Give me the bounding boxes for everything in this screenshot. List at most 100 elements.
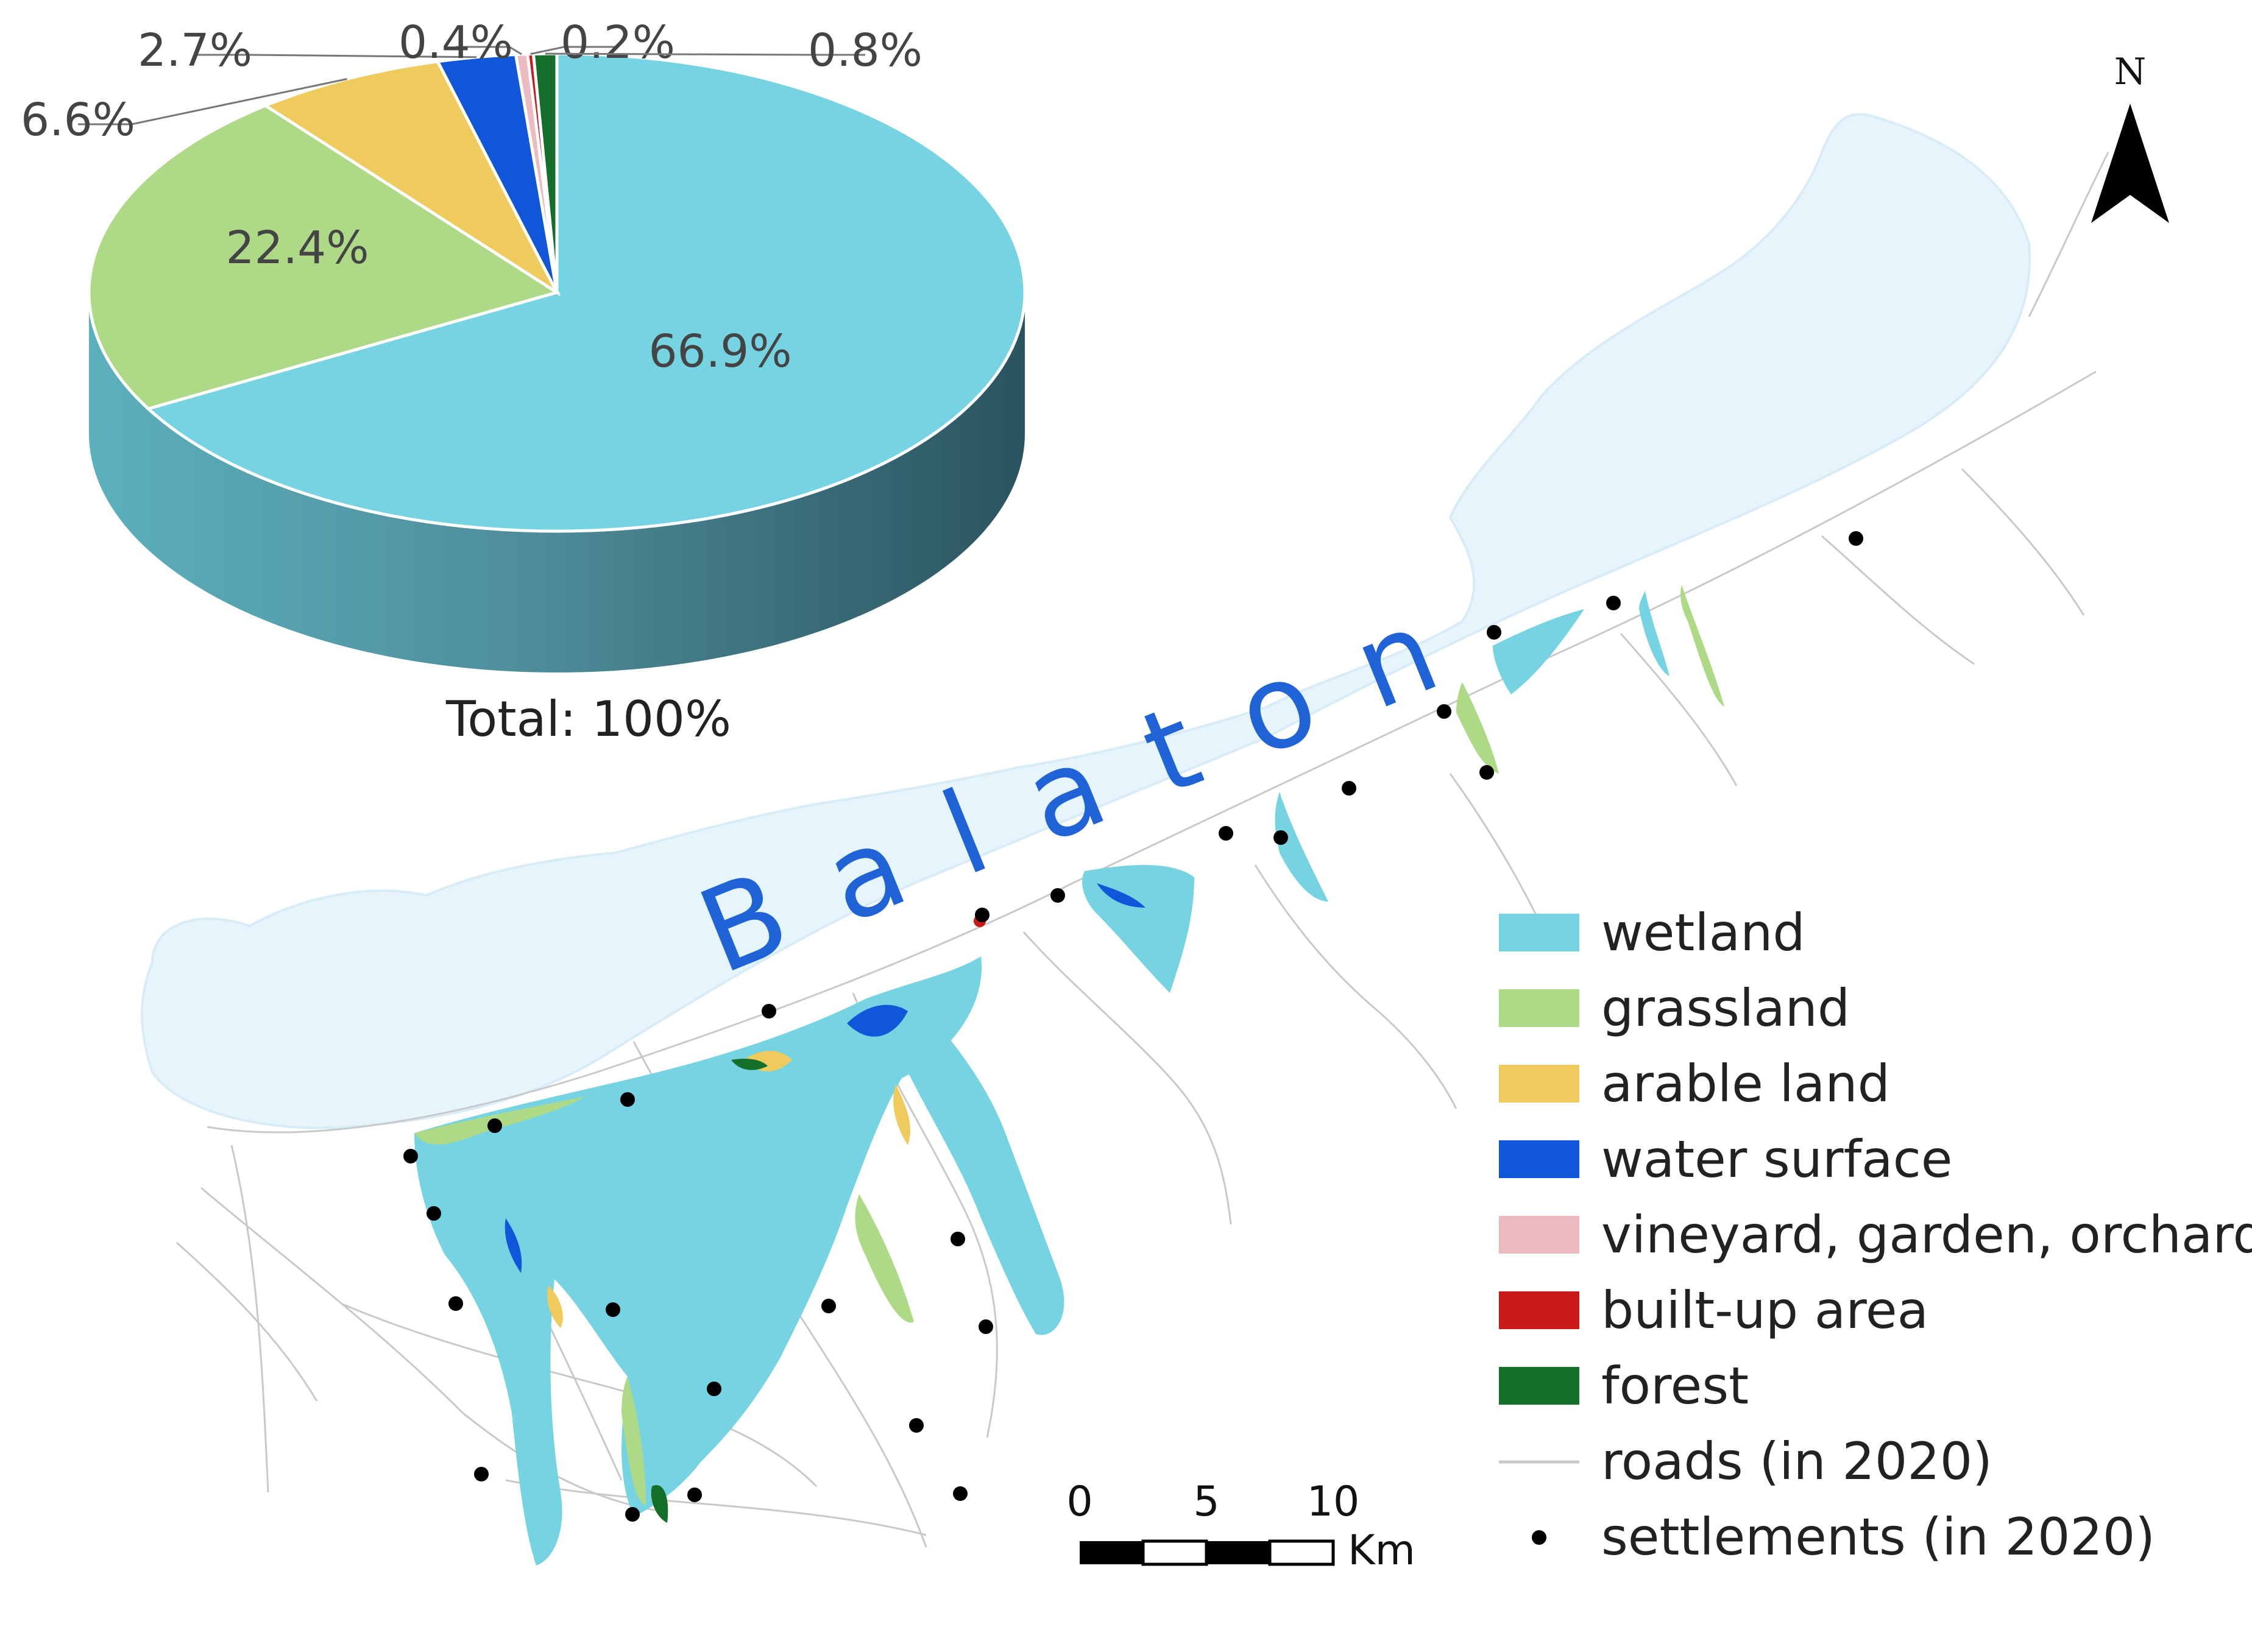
legend-label-5: built-up area [1601, 1280, 1928, 1340]
legend-label-7: roads (in 2020) [1601, 1431, 1992, 1491]
pie-total-label: Total: 100% [445, 691, 731, 747]
north-arrow-icon [2091, 104, 2169, 223]
road-line [176, 1241, 318, 1402]
wetland-patch-east-2 [1493, 609, 1584, 694]
road-line [1620, 633, 1738, 786]
scale-segment [1268, 1539, 1335, 1566]
legend-swatch-1 [1499, 989, 1579, 1027]
north-arrow: N [2091, 51, 2169, 223]
grassland-patch [855, 1194, 914, 1323]
arable-patch [547, 1285, 563, 1328]
settlement-dot [1219, 826, 1233, 841]
grassland-patch [1456, 682, 1499, 774]
settlement-dot [1273, 830, 1288, 845]
pie-label-leader-3 [195, 54, 476, 58]
legend-swatch-3 [1499, 1140, 1579, 1178]
pie-label-leader-2 [78, 78, 347, 125]
settlement-dot [1437, 704, 1451, 719]
scale-segment [1141, 1539, 1208, 1566]
pie-side-wall [89, 292, 1025, 672]
legend-label-4: vineyard, garden, orchard [1601, 1205, 2252, 1265]
pie-labels: 66.9% 22.4% 6.6%2.7% 0.4% 0.2% 0.8% [21, 16, 922, 378]
wetland-patch-central [904, 999, 1064, 1335]
water-surface-patch [1097, 883, 1145, 908]
pie-label-leader-5 [530, 46, 618, 55]
pie-label-1: 22.4% [225, 222, 369, 274]
scale-tick-0: 0 [1066, 1478, 1092, 1526]
road-line [1022, 931, 1232, 1225]
wetland-patch-east-3 [1639, 591, 1670, 676]
legend-label-6: forest [1601, 1356, 1749, 1416]
settlements [403, 531, 1863, 1522]
legend-item-6: forest [1499, 1356, 1749, 1416]
legend-item-7: roads (in 2020) [1499, 1431, 1992, 1491]
settlement-dot [953, 1486, 968, 1501]
settlement-dot [474, 1467, 489, 1481]
road-line [1961, 468, 2085, 616]
lake-balaton [142, 114, 2030, 1128]
lake-shore-outline [141, 113, 2031, 1129]
pie-label-2: 6.6% [21, 94, 135, 146]
legend-swatch-2 [1499, 1065, 1579, 1103]
scale-tick-5: 5 [1193, 1478, 1219, 1526]
forest-patch [651, 1485, 668, 1523]
road-line [505, 1479, 927, 1536]
scale-segment [1206, 1541, 1270, 1564]
pie-slices [87, 52, 1027, 533]
settlement-dot [979, 1319, 993, 1334]
land-cover-pie-chart: 66.9% 22.4% 6.6%2.7% 0.4% 0.2% 0.8% Total: 10… [21, 16, 1027, 747]
water-surface-zones [505, 883, 1145, 1273]
settlement-dot [687, 1488, 702, 1502]
scale-bar: 0 5 10 Km [1066, 1478, 1415, 1575]
settlement-dot [951, 1232, 965, 1246]
legend-settlement-symbol [1532, 1530, 1546, 1545]
settlement-dot [821, 1299, 836, 1313]
settlement-dot [762, 1004, 776, 1018]
settlement-dot [403, 1149, 418, 1163]
settlement-dot [448, 1296, 463, 1311]
settlement-dot [707, 1382, 721, 1396]
pie-label-0: 66.9% [648, 325, 791, 378]
legend-item-1: grassland [1499, 978, 1850, 1038]
legend-swatch-5 [1499, 1291, 1579, 1329]
wetland-patch-east-1 [1275, 792, 1328, 902]
settlement-dot [1479, 765, 1494, 780]
grassland-patch [621, 1377, 646, 1505]
forest-patch [731, 1059, 768, 1070]
scale-tick-10: 10 [1307, 1478, 1360, 1526]
legend-item-0: wetland [1499, 903, 1805, 962]
legend-item-3: water surface [1499, 1129, 1952, 1189]
legend-item-2: arable land [1499, 1054, 1890, 1114]
legend-item-8: settlements (in 2020) [1532, 1507, 2155, 1567]
pie-label-leader-6 [545, 52, 865, 56]
road-line [207, 370, 2097, 1134]
pie-label-4: 0.4% [398, 16, 513, 69]
north-arrow-label: N [2114, 51, 2147, 93]
pie-label-leader-4 [456, 46, 522, 55]
arable-patch [893, 1084, 910, 1145]
scale-segment [1080, 1541, 1143, 1564]
road-line [341, 1302, 818, 1488]
settlement-dot [487, 1118, 502, 1133]
settlement-dot [1606, 596, 1621, 610]
road-line [230, 1145, 269, 1493]
pie-label-3: 2.7% [138, 24, 252, 77]
legend-swatch-0 [1499, 914, 1579, 951]
pie-label-5: 0.2% [561, 16, 675, 69]
settlement-dot [1849, 531, 1863, 546]
scale-unit: Km [1348, 1527, 1415, 1575]
road-line [1821, 535, 1975, 665]
settlement-dot [1342, 781, 1356, 796]
road-line [2028, 152, 2109, 317]
settlement-dot [975, 908, 990, 922]
settlement-dot [1050, 888, 1065, 903]
pie-slice-2 [262, 60, 561, 297]
grassland-patch [1680, 585, 1724, 707]
road-line [1449, 773, 1537, 914]
legend-label-2: arable land [1601, 1054, 1890, 1114]
legend-label-8: settlements (in 2020) [1601, 1507, 2155, 1567]
pie-label-6: 0.8% [808, 24, 922, 77]
legend-label-0: wetland [1601, 903, 1805, 962]
legend-label-1: grassland [1601, 978, 1850, 1038]
